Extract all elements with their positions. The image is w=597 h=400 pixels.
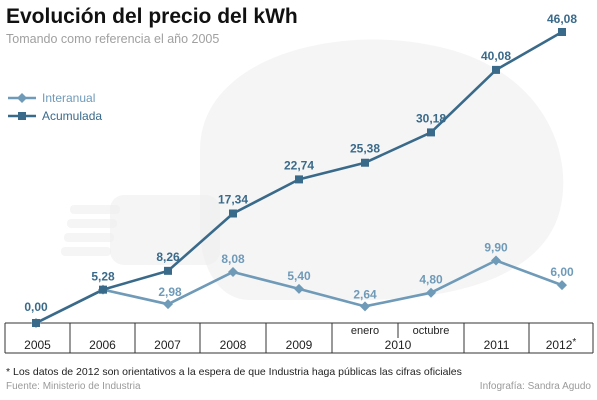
x-tick-label: 2006	[89, 338, 116, 352]
x-tick-label: 2010	[385, 338, 412, 352]
data-point-acumulada	[492, 65, 500, 74]
data-point-interanual	[557, 280, 567, 291]
data-label-acumulada: 22,74	[284, 158, 314, 172]
data-point-acumulada	[427, 128, 435, 137]
data-point-acumulada	[361, 158, 369, 167]
data-point-acumulada	[229, 209, 237, 218]
data-point-interanual	[163, 299, 173, 310]
data-label-interanual: 8,08	[221, 252, 245, 266]
data-label-acumulada: 40,08	[481, 49, 511, 63]
data-point-interanual	[491, 255, 501, 266]
lightbulb-watermark-icon	[61, 39, 564, 300]
legend-label: Acumulada	[42, 109, 102, 123]
legend-item-interanual: Interanual	[8, 91, 95, 105]
x-tick-label: 2005	[24, 338, 51, 352]
data-labels: 2,98 8,08 5,40 2,64 4,80 9,90 6,00 0,00 5,28 8,26…	[24, 12, 577, 314]
x-tick-label: 2007	[154, 338, 181, 352]
data-point-acumulada	[295, 175, 303, 184]
data-point-acumulada	[164, 266, 172, 275]
data-point-interanual	[228, 266, 238, 277]
data-label-acumulada: 30,18	[416, 111, 446, 125]
x-axis: 2005 2006 2007 2008 2009 2010 enero octubre 2011…	[4, 322, 594, 354]
x-sub-tick-label: enero	[351, 325, 379, 337]
data-label-interanual: 4,80	[419, 273, 443, 287]
data-label-acumulada: 8,26	[156, 250, 180, 264]
x-sub-tick-label: octubre	[413, 325, 450, 337]
x-tick-label: 2011	[484, 338, 510, 352]
data-point-acumulada	[32, 319, 40, 327]
chart-subtitle: Tomando como referencia el año 2005	[6, 32, 220, 46]
data-point-acumulada	[99, 285, 107, 294]
data-point-interanual	[294, 283, 304, 294]
data-point-interanual	[426, 287, 436, 298]
x-tick-label: 2008	[220, 338, 247, 352]
x-tick-label: 2012*	[546, 337, 577, 352]
legend-item-acumulada: Acumulada	[8, 109, 102, 123]
data-label-interanual: 2,64	[353, 287, 377, 301]
series-layer	[31, 28, 567, 328]
legend: Interanual Acumulada	[8, 91, 102, 123]
data-label-acumulada: 46,08	[547, 12, 577, 26]
data-label-acumulada: 5,28	[91, 270, 115, 284]
footnote: * Los datos de 2012 son orientativos a l…	[6, 366, 462, 378]
data-label-acumulada: 17,34	[218, 192, 248, 206]
data-point-interanual	[360, 301, 370, 312]
data-label-acumulada: 0,00	[24, 300, 48, 314]
data-label-acumulada: 25,38	[350, 142, 380, 156]
data-label-interanual: 9,90	[484, 240, 508, 254]
data-label-interanual: 2,98	[158, 285, 182, 299]
x-tick-label: 2009	[286, 338, 313, 352]
chart-title: Evolución del precio del kWh	[6, 5, 298, 28]
data-label-interanual: 6,00	[550, 265, 574, 279]
data-point-acumulada	[558, 28, 566, 36]
data-label-interanual: 5,40	[287, 269, 311, 283]
legend-label: Interanual	[42, 91, 95, 105]
credit-note: Infografía: Sandra Agudo	[479, 381, 591, 392]
source-note: Fuente: Ministerio de Industria	[6, 381, 141, 392]
